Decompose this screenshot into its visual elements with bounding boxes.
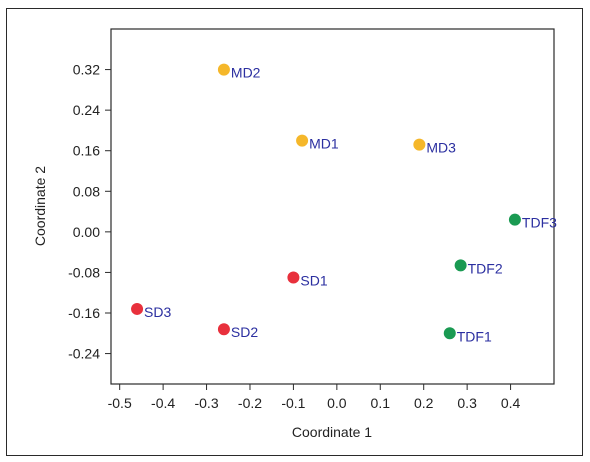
x-tick-label: 0.3 xyxy=(457,395,477,411)
x-tick-label: -0.3 xyxy=(194,395,218,411)
y-tick-label: 0.16 xyxy=(73,143,100,159)
data-point-md2 xyxy=(217,63,230,76)
x-axis: -0.5 -0.4 -0.3 -0.2 -0.1 0.0 0.1 0.2 0.3 0.4 xyxy=(108,384,521,411)
figure-frame xyxy=(6,8,583,456)
point-label-md1: MD1 xyxy=(309,136,339,152)
y-tick-label: -0.16 xyxy=(68,305,100,321)
y-tick-label: 0.24 xyxy=(73,102,100,118)
data-point-tdf1 xyxy=(443,327,456,340)
point-label-tdf2: TDF2 xyxy=(468,260,503,276)
x-tick-label: 0.1 xyxy=(371,395,391,411)
x-tick-label: 0.0 xyxy=(327,395,347,411)
y-tick-label: 0.08 xyxy=(73,183,100,199)
data-points: MD2 MD1 MD3 TDF3 TDF2 TDF1 SD1 SD3 SD2 xyxy=(131,63,557,344)
y-axis: 0.32 0.24 0.16 0.08 0.00 -0.08 -0.16 -0.24 xyxy=(68,62,111,362)
x-tick-label: 0.2 xyxy=(414,395,434,411)
x-tick-label: -0.4 xyxy=(151,395,175,411)
point-label-tdf1: TDF1 xyxy=(457,328,492,344)
x-axis-title: Coordinate 1 xyxy=(292,424,372,440)
y-tick-label: -0.08 xyxy=(68,264,100,280)
point-label-md3: MD3 xyxy=(426,140,456,156)
data-point-tdf2 xyxy=(454,259,467,272)
point-label-sd2: SD2 xyxy=(231,324,258,340)
data-point-tdf3 xyxy=(508,213,521,226)
data-point-md1 xyxy=(296,134,309,147)
data-point-md3 xyxy=(413,138,426,151)
y-tick-label: 0.32 xyxy=(73,62,100,78)
y-tick-label: -0.24 xyxy=(68,346,100,362)
point-label-md2: MD2 xyxy=(231,65,261,81)
data-point-sd3 xyxy=(131,302,144,315)
x-tick-label: -0.5 xyxy=(108,395,132,411)
x-tick-label: -0.1 xyxy=(281,395,305,411)
data-point-sd1 xyxy=(287,271,300,284)
point-label-sd1: SD1 xyxy=(300,273,327,289)
x-tick-label: 0.4 xyxy=(501,395,521,411)
plot-area xyxy=(110,28,555,385)
x-tick-label: -0.2 xyxy=(238,395,262,411)
point-label-tdf3: TDF3 xyxy=(522,215,557,231)
y-tick-label: 0.00 xyxy=(73,224,100,240)
data-point-sd2 xyxy=(217,323,230,336)
point-label-sd3: SD3 xyxy=(144,304,171,320)
y-axis-title: Coordinate 2 xyxy=(32,166,48,246)
